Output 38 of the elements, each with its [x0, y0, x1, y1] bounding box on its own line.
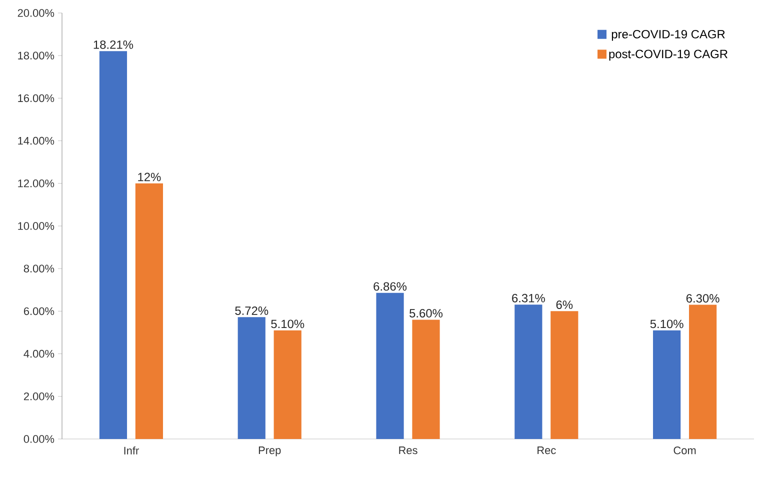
- y-tick-label: 0.00%: [24, 435, 54, 443]
- data-label: 6%: [556, 300, 573, 309]
- y-tick-label: 4.00%: [24, 350, 54, 358]
- y-tick-label: 12.00%: [18, 180, 54, 188]
- y-tick-label: 10.00%: [18, 222, 54, 230]
- bar: [238, 317, 266, 439]
- data-label: 12%: [138, 172, 161, 182]
- bar: [653, 330, 681, 439]
- x-tick-label: Rec: [538, 446, 556, 454]
- y-tick-label: 16.00%: [18, 94, 54, 102]
- y-tick-label: 14.00%: [18, 136, 54, 145]
- data-label: 5.10%: [271, 320, 304, 328]
- x-tick-label: Res: [399, 446, 418, 454]
- y-tick-label: 2.00%: [24, 392, 54, 400]
- legend-label: post-COVID-19 CAGR: [609, 50, 728, 61]
- data-label: 5.72%: [235, 306, 268, 315]
- x-tick-label: Infr: [124, 446, 139, 454]
- bar: [274, 330, 302, 439]
- data-label: 18.21%: [94, 40, 134, 49]
- bar: [550, 311, 578, 439]
- legend-label: pre-COVID-19 CAGR: [612, 30, 725, 41]
- bar: [99, 51, 128, 439]
- y-tick-label: 8.00%: [24, 264, 54, 272]
- bar: [376, 292, 404, 439]
- y-tick-label: 6.00%: [24, 307, 54, 316]
- y-tick-label: 20.00%: [18, 9, 54, 17]
- y-tick-label: 18.00%: [18, 52, 54, 60]
- bar: [135, 183, 163, 439]
- data-label: 6.31%: [512, 294, 545, 302]
- data-label: 5.60%: [410, 309, 443, 318]
- data-label: 5.10%: [650, 320, 684, 328]
- x-tick-label: Prep: [258, 446, 281, 456]
- x-tick-label: Com: [674, 446, 696, 454]
- bar: [514, 304, 542, 439]
- data-label: 6.86%: [374, 282, 407, 291]
- bar: [688, 304, 717, 439]
- bar: [412, 320, 440, 439]
- data-label: 6.30%: [686, 294, 720, 303]
